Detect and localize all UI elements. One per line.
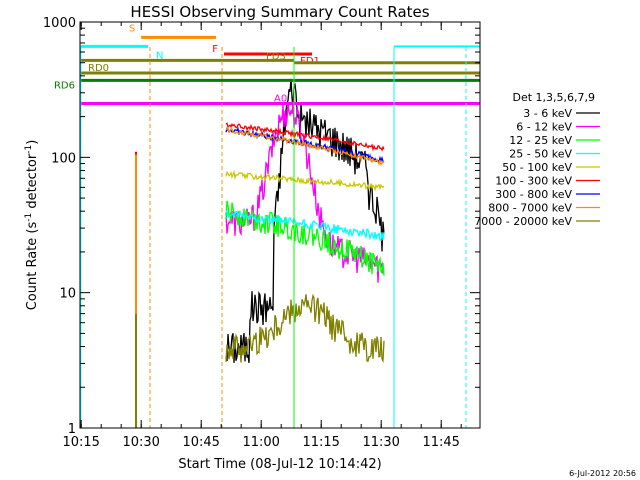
x-tick-label: 11:45 xyxy=(422,435,459,450)
legend-entry: 100 - 300 keV xyxy=(495,175,572,188)
markers-layer xyxy=(80,45,480,428)
flag-label: RD6 xyxy=(54,80,75,91)
legend-entry: 7000 - 20000 keV xyxy=(474,215,572,228)
series-trace xyxy=(225,169,385,192)
x-tick-label: 11:15 xyxy=(302,435,339,450)
y-tick-label: 10 xyxy=(59,287,76,302)
y-axis: 1 10 100 1000 xyxy=(43,16,480,437)
x-axis-label: Start Time (08-Jul-12 10:14:42) xyxy=(178,457,381,472)
flag-label: A0 xyxy=(274,93,287,104)
timestamp: 6-Jul-2012 20:56 xyxy=(569,469,636,478)
y-axis-label-sup2: -1 xyxy=(24,145,34,154)
x-axis: 10:15 10:30 10:45 11:00 11:15 11:30 11:45 xyxy=(62,22,462,450)
flag-label: N xyxy=(156,50,163,61)
series-layer xyxy=(135,78,385,428)
plot-frame xyxy=(79,21,481,429)
y-axis-label-main: Count Rate (s xyxy=(25,222,40,311)
series-trace xyxy=(225,78,385,363)
legend-entry: 50 - 100 keV xyxy=(502,161,572,174)
flag-label: F xyxy=(212,44,218,55)
x-tick-label: 11:00 xyxy=(242,435,279,450)
flag-label: FD3 xyxy=(266,52,286,63)
chart-title: HESSI Observing Summary Count Rates xyxy=(130,3,429,21)
legend-entry: 3 - 6 keV xyxy=(523,107,572,120)
series-trace xyxy=(225,122,385,152)
legend-entry: 800 - 7000 keV xyxy=(488,202,572,215)
y-tick-label: 100 xyxy=(51,151,76,166)
series-trace xyxy=(225,208,385,242)
legend-entry: 6 - 12 keV xyxy=(516,121,572,134)
x-tick-label: 10:15 xyxy=(62,435,99,450)
y-tick-label: 1000 xyxy=(43,16,76,31)
series-trace xyxy=(225,293,385,364)
series-trace xyxy=(225,101,385,283)
x-tick-label: 11:30 xyxy=(362,435,399,450)
legend-title: Det 1,3,5,6,7,9 xyxy=(512,91,595,104)
y-tick-label: 1 xyxy=(68,422,76,437)
x-tick-label: 10:45 xyxy=(182,435,219,450)
y-axis-label: Count Rate (s-1 detector-1) xyxy=(24,140,40,311)
series-trace xyxy=(225,126,385,167)
legend-entry: 300 - 800 keV xyxy=(495,188,572,201)
y-axis-label-sup1: -1 xyxy=(24,213,34,222)
y-axis-label-end: ) xyxy=(25,140,40,145)
legend-entry: 25 - 50 keV xyxy=(509,148,572,161)
series-trace xyxy=(225,200,385,276)
y-axis-label-mid: detector xyxy=(25,153,40,213)
flag-label: S xyxy=(129,23,135,34)
x-tick-label: 10:30 xyxy=(122,435,159,450)
legend-entry: 12 - 25 keV xyxy=(509,134,572,147)
flag-label: RD0 xyxy=(88,63,109,74)
